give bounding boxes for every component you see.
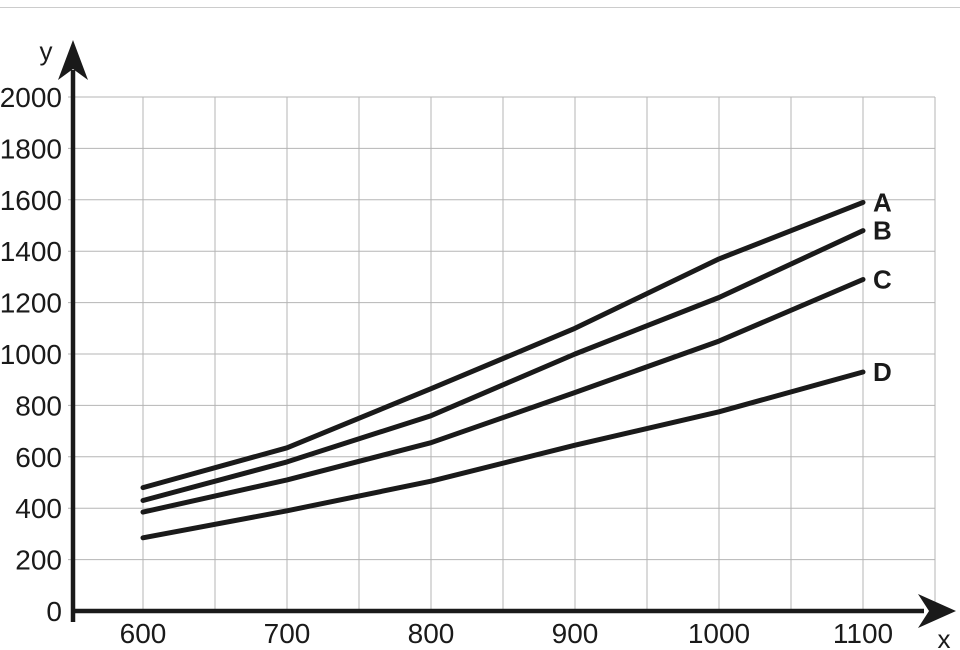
- x-tick-label: 700: [264, 618, 311, 649]
- ticks-layer: 0 200 400 600 800 1000 1200 1400 1600 1800 2000 600…: [0, 82, 893, 649]
- y-tick-label: 1400: [0, 236, 62, 267]
- x-tick-label: 1100: [833, 618, 893, 649]
- curve-D: [140, 369, 866, 541]
- series-layer: ABC D: [140, 187, 892, 541]
- y-axis-label: y: [40, 36, 53, 66]
- y-tick-label: 600: [15, 442, 62, 473]
- y-tick-label: 1000: [0, 339, 62, 370]
- x-tick-label: 600: [120, 618, 167, 649]
- curve-C: [140, 277, 866, 515]
- y-tick-label: 1600: [0, 185, 62, 216]
- y-tick-label: 400: [15, 493, 62, 524]
- y-tick-label: 200: [15, 545, 62, 576]
- x-tick-label: 900: [552, 618, 599, 649]
- y-tick-label: 1800: [0, 133, 62, 164]
- x-tick-label: 800: [408, 618, 455, 649]
- y-tick-label: 2000: [0, 82, 62, 113]
- y-tick-label: 800: [15, 390, 62, 421]
- x-tick-label: 1000: [688, 618, 750, 649]
- curve-label-D: D: [873, 357, 892, 387]
- curve-label-C: C: [873, 264, 892, 294]
- y-axis-arrowhead-icon: [58, 40, 88, 80]
- curve-label-A: A: [873, 187, 892, 217]
- curve-label-B: B: [873, 216, 892, 246]
- curve-B: [140, 228, 866, 503]
- y-tick-label: 1200: [0, 288, 62, 319]
- curve-A: [140, 199, 866, 491]
- grid-layer: [68, 96, 936, 611]
- y-tick-label: 0: [46, 596, 62, 627]
- page-top-rule: [0, 7, 960, 8]
- x-axis-label: x: [938, 624, 951, 650]
- x-axis-arrowhead-icon: [918, 594, 956, 628]
- axes-layer: [58, 40, 956, 628]
